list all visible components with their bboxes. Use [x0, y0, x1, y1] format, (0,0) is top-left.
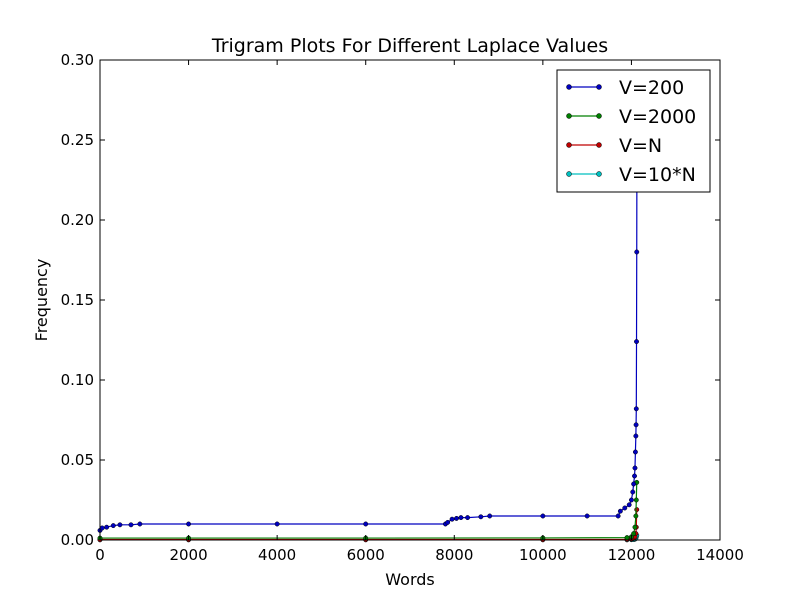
data-point: [631, 481, 637, 487]
data-point: [634, 339, 639, 345]
data-point: [633, 433, 639, 439]
legend-marker: [566, 113, 572, 119]
data-point: [99, 525, 105, 531]
data-point: [632, 524, 638, 530]
x-tick-label: 8000: [435, 546, 473, 564]
data-point: [104, 524, 110, 530]
legend-frame: [556, 69, 711, 193]
series-layer: [97, 121, 640, 543]
data-point: [633, 422, 639, 428]
data-point: [630, 489, 636, 495]
y-tick-label: 0.05: [61, 451, 94, 469]
data-point: [117, 522, 123, 528]
legend-entry: V=2000: [566, 106, 696, 128]
data-point: [363, 521, 369, 527]
x-tick-label: 2000: [169, 546, 207, 564]
data-point: [628, 497, 634, 503]
data-point: [632, 473, 637, 479]
data-point: [186, 521, 192, 527]
x-axis-label: Words: [385, 570, 434, 589]
data-point: [110, 523, 116, 529]
data-point: [274, 521, 280, 527]
data-point: [465, 515, 471, 521]
y-tick-label: 0.30: [61, 51, 94, 69]
data-point: [633, 497, 639, 503]
data-point: [631, 531, 637, 537]
chart-title: Trigram Plots For Different Laplace Valu…: [211, 35, 608, 57]
legend-marker: [566, 142, 572, 148]
y-tick-label: 0.25: [61, 131, 94, 149]
data-point: [454, 515, 459, 521]
data-point: [624, 535, 630, 541]
legend-label: V=10*N: [619, 164, 696, 186]
y-tick-label: 0.10: [61, 371, 94, 389]
data-point: [540, 513, 546, 519]
legend-marker: [596, 84, 602, 90]
data-point: [137, 521, 143, 527]
data-point: [634, 507, 640, 513]
x-tick-label: 10000: [519, 546, 567, 564]
data-point: [622, 505, 628, 511]
data-point: [632, 449, 638, 455]
data-point: [634, 249, 640, 255]
legend-marker: [596, 113, 602, 119]
legend-marker: [596, 171, 602, 177]
y-tick-label: 0.15: [61, 291, 94, 309]
data-point: [633, 406, 639, 412]
data-point: [478, 514, 484, 520]
legend-marker: [566, 171, 572, 177]
data-point: [584, 513, 590, 519]
plot-frame: [99, 59, 721, 541]
y-axis-label: Frequency: [32, 259, 51, 342]
x-tick-label: 12000: [608, 546, 656, 564]
legend-entry: V=10*N: [566, 164, 696, 186]
legend: V=200 V=2000 V=N V=10*N: [556, 69, 711, 193]
legend-entry: V=N: [566, 135, 662, 157]
x-tick-label: 0: [95, 546, 105, 564]
x-tick-label: 6000: [347, 546, 385, 564]
legend-marker: [596, 142, 602, 148]
y-tick-label: 0.20: [61, 211, 94, 229]
legend-marker: [566, 84, 572, 90]
data-point: [626, 502, 632, 508]
y-tick-label: 0.00: [61, 531, 94, 549]
data-point: [445, 519, 451, 525]
ticks-layer: 0 2000 4000 6000 8000 10000 12000 14000 0.00 0.05…: [61, 51, 744, 564]
legend-entry: V=200: [566, 77, 684, 99]
data-point: [458, 515, 464, 521]
data-point: [449, 516, 455, 522]
data-point: [128, 522, 134, 528]
data-point: [487, 513, 493, 519]
data-point: [617, 508, 623, 514]
legend-label: V=200: [619, 77, 684, 99]
data-point: [633, 513, 639, 519]
series-V=200: [97, 121, 640, 533]
legend-label: V=2000: [619, 106, 696, 128]
x-tick-label: 4000: [258, 546, 296, 564]
data-point: [632, 465, 638, 471]
data-point: [615, 513, 621, 519]
legend-label: V=N: [619, 135, 662, 157]
x-tick-label: 14000: [696, 546, 744, 564]
